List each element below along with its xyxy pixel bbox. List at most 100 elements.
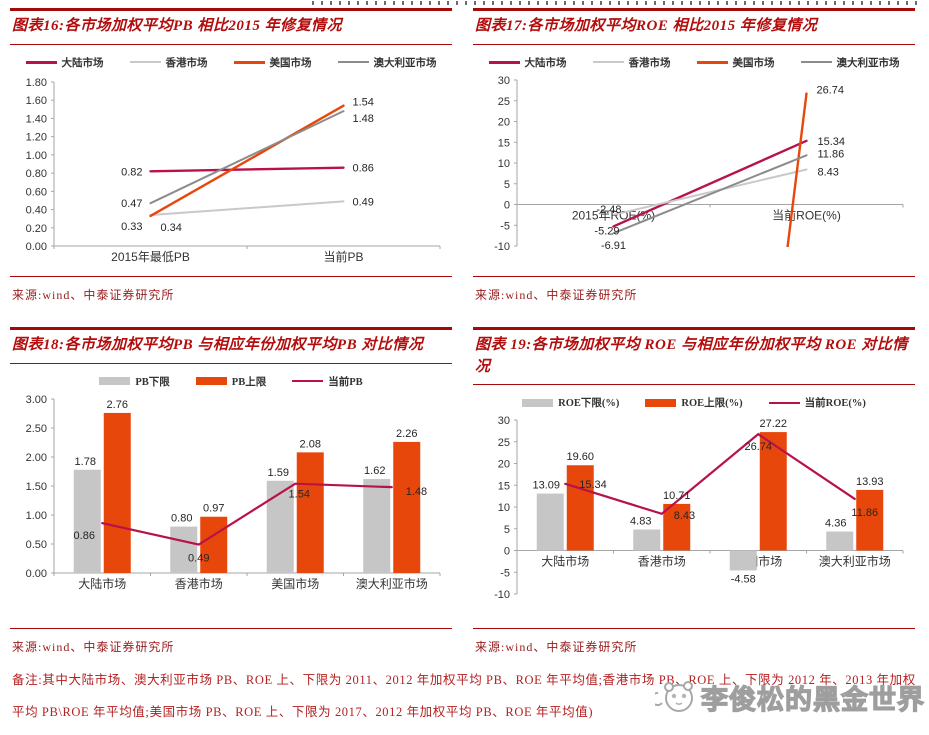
figure-17-legend: 大陆市场 香港市场 美国市场 澳大利亚市场	[473, 55, 915, 70]
legend-swatch	[800, 61, 832, 64]
figure-18-legend: PB下限 PB上限 当前PB	[10, 374, 452, 389]
legend-label: PB下限	[135, 376, 170, 388]
svg-text:2.26: 2.26	[396, 427, 417, 439]
figure-16-source: 来源:wind、中泰证券研究所	[10, 275, 452, 303]
legend-label: ROE下限(%)	[558, 398, 620, 410]
legend-label: 当前PB	[328, 376, 363, 388]
svg-text:澳大利亚市场: 澳大利亚市场	[356, 576, 428, 591]
svg-text:香港市场: 香港市场	[638, 554, 686, 569]
legend-item: 大陆市场	[488, 55, 567, 70]
figure-19-legend: ROE下限(%) ROE上限(%) 当前ROE(%)	[473, 395, 915, 410]
svg-text:13.09: 13.09	[532, 480, 560, 492]
svg-text:1.40: 1.40	[26, 113, 47, 125]
source-text: 来源:wind、中泰证券研究所	[12, 640, 175, 655]
svg-text:0.49: 0.49	[188, 552, 209, 564]
cropped-text-strip	[312, 1, 919, 5]
svg-text:8.43: 8.43	[674, 510, 695, 522]
source-text: 来源:wind、中泰证券研究所	[475, 287, 638, 302]
svg-text:香港市场: 香港市场	[175, 576, 223, 591]
legend-item: 美国市场	[696, 55, 775, 70]
legend-swatch	[292, 380, 324, 382]
svg-text:4.83: 4.83	[630, 516, 651, 528]
svg-text:当前PB: 当前PB	[323, 249, 363, 264]
svg-text:0.00: 0.00	[26, 568, 47, 580]
svg-text:0: 0	[504, 199, 510, 211]
svg-text:1.54: 1.54	[353, 96, 374, 108]
svg-text:8.43: 8.43	[818, 166, 839, 178]
svg-text:0.97: 0.97	[203, 502, 224, 514]
svg-text:11.86: 11.86	[818, 148, 845, 160]
svg-text:2.76: 2.76	[107, 398, 128, 410]
svg-text:10: 10	[498, 502, 510, 514]
legend-item: PB上限	[195, 374, 267, 389]
svg-text:0.20: 0.20	[26, 223, 47, 235]
svg-text:-5: -5	[500, 568, 510, 580]
legend-label: 美国市场	[732, 57, 775, 69]
legend-item: 当前ROE(%)	[768, 395, 866, 410]
svg-text:27.22: 27.22	[759, 418, 787, 430]
legend-swatch	[195, 377, 227, 385]
svg-text:-5.29: -5.29	[594, 225, 619, 237]
svg-text:-10: -10	[494, 589, 510, 601]
svg-text:4.36: 4.36	[825, 518, 846, 530]
figure-16-header: 图表16:各市场加权平均PB 相比2015 年修复情况	[10, 8, 452, 45]
figure-17-title: 图表17:各市场加权平均ROE 相比2015 年修复情况	[475, 18, 818, 34]
legend-swatch	[488, 61, 520, 64]
figure-16-panel: 图表16:各市场加权平均PB 相比2015 年修复情况 大陆市场 香港市场 美国市场…	[10, 8, 452, 303]
svg-text:3.00: 3.00	[26, 394, 47, 406]
figure-grid: 图表16:各市场加权平均PB 相比2015 年修复情况 大陆市场 香港市场 美国市场…	[0, 8, 929, 655]
source-text: 来源:wind、中泰证券研究所	[475, 640, 638, 655]
svg-text:-10: -10	[494, 241, 510, 253]
svg-text:15.34: 15.34	[579, 479, 607, 491]
svg-text:1.00: 1.00	[26, 150, 47, 162]
svg-text:20: 20	[498, 116, 510, 128]
legend-label: 大陆市场	[61, 57, 104, 69]
legend-swatch	[99, 377, 131, 385]
svg-text:0.86: 0.86	[353, 162, 374, 174]
figure-19-title: 图表 19:各市场加权平均 ROE 与相应年份加权平均 ROE 对比情况	[475, 336, 908, 375]
legend-item: 美国市场	[233, 55, 312, 70]
legend-item: ROE下限(%)	[522, 395, 619, 410]
legend-swatch	[129, 61, 161, 64]
svg-text:11.86: 11.86	[851, 507, 878, 519]
legend-label: ROE上限(%)	[681, 398, 743, 410]
legend-swatch	[522, 398, 554, 407]
svg-text:-4.58: -4.58	[731, 574, 756, 586]
figure-19-panel: 图表 19:各市场加权平均 ROE 与相应年份加权平均 ROE 对比情况 ROE…	[473, 326, 915, 656]
panda-face-icon	[655, 681, 693, 713]
svg-text:0.80: 0.80	[26, 168, 47, 180]
svg-text:25: 25	[498, 437, 510, 449]
legend-label: PB上限	[231, 376, 267, 388]
legend-swatch	[25, 61, 57, 64]
figure-19-source: 来源:wind、中泰证券研究所	[473, 628, 915, 655]
figure-17-header: 图表17:各市场加权平均ROE 相比2015 年修复情况	[473, 8, 915, 45]
svg-text:2015年最低PB: 2015年最低PB	[111, 250, 190, 264]
pb-recovery-slope-chart: 0.00 0.20 0.40 0.60 0.80 1.00 1.20 1.40 1.60 1.80…	[26, 77, 441, 264]
svg-text:19.60: 19.60	[566, 451, 594, 463]
legend-item: 大陆市场	[25, 55, 104, 70]
legend-label: 大陆市场	[524, 57, 567, 69]
legend-swatch	[696, 61, 728, 64]
legend-label: 澳大利亚市场	[373, 57, 437, 69]
svg-text:大陆市场: 大陆市场	[78, 576, 126, 591]
svg-text:2.50: 2.50	[26, 423, 47, 435]
svg-text:1.48: 1.48	[353, 113, 374, 125]
svg-text:美国市场: 美国市场	[271, 576, 319, 591]
svg-text:0.00: 0.00	[26, 241, 47, 253]
svg-text:25: 25	[498, 96, 510, 108]
svg-text:1.48: 1.48	[406, 486, 427, 498]
svg-text:澳大利亚市场: 澳大利亚市场	[819, 554, 891, 569]
legend-label: 美国市场	[269, 57, 312, 69]
svg-text:1.60: 1.60	[26, 95, 47, 107]
svg-text:1.50: 1.50	[26, 481, 47, 493]
svg-text:1.54: 1.54	[289, 488, 310, 500]
svg-text:0.50: 0.50	[26, 539, 47, 551]
svg-text:30: 30	[498, 75, 510, 87]
svg-text:13.93: 13.93	[856, 476, 884, 488]
legend-swatch	[592, 61, 624, 64]
svg-text:大陆市场: 大陆市场	[541, 554, 589, 569]
figure-18-panel: 图表18:各市场加权平均PB 与相应年份加权平均PB 对比情况 PB下限 PB上限…	[10, 326, 452, 656]
svg-text:1.62: 1.62	[364, 465, 385, 477]
legend-item: 澳大利亚市场	[800, 55, 900, 70]
